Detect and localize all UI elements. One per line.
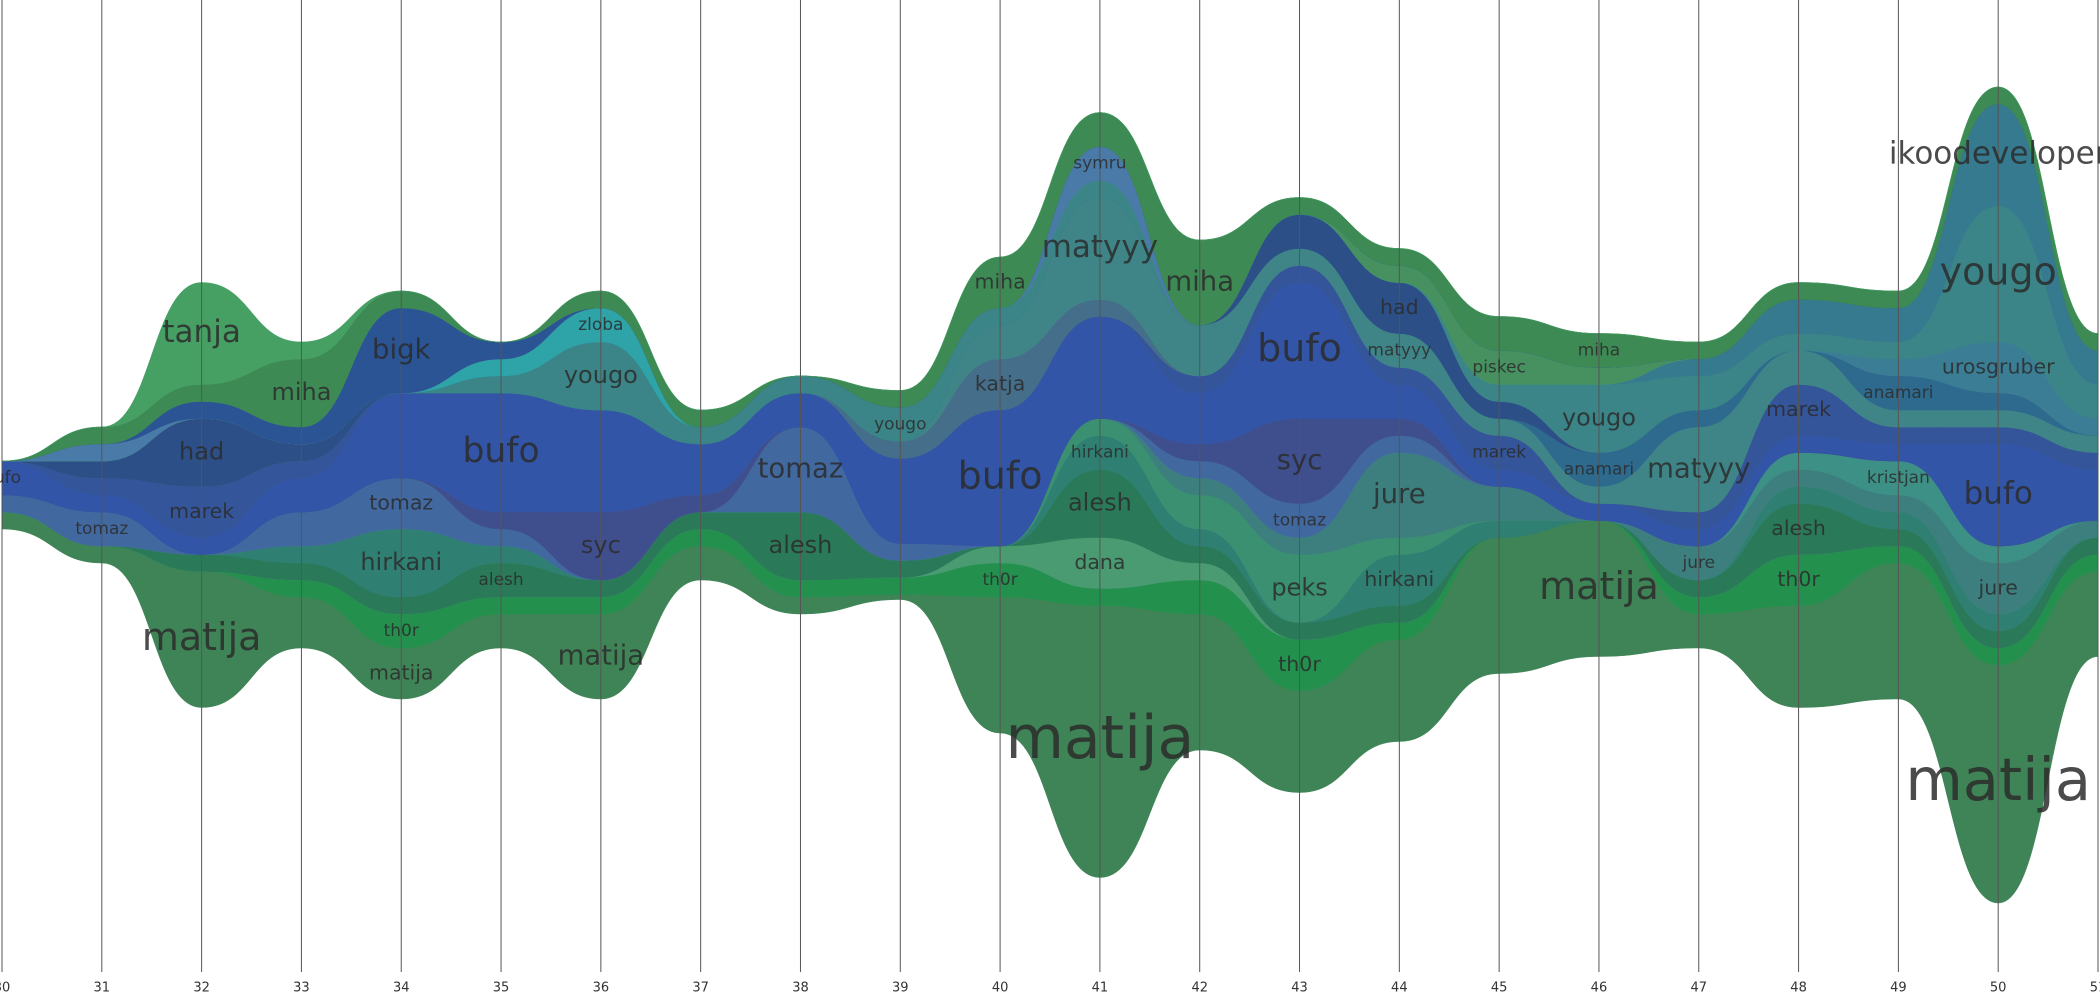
series-label: miha [271, 378, 331, 406]
series-label: syc [1277, 444, 1323, 476]
x-tick-label: 38 [792, 981, 809, 996]
series-label: th0r [384, 621, 419, 641]
series-label: matija [142, 615, 262, 659]
series-label: matyyy [1042, 229, 1158, 265]
series-label: yougo [1940, 250, 2057, 294]
x-tick-label: 42 [1191, 981, 1208, 996]
x-tick-label: 37 [692, 981, 709, 996]
series-label: bufo [1964, 476, 2033, 512]
series-label: tanja [162, 314, 240, 350]
x-tick-label: 35 [493, 981, 510, 996]
x-tick-label: 43 [1291, 981, 1308, 996]
x-tick-label: 34 [393, 981, 410, 996]
x-tick-label: 44 [1391, 981, 1408, 996]
x-tick-label: 39 [892, 981, 909, 996]
x-tick-label: 49 [1890, 981, 1907, 996]
series-label: bufo [958, 454, 1043, 498]
series-label: th0r [982, 570, 1017, 590]
series-label: peks [1271, 574, 1327, 602]
series-label: yougo [1562, 404, 1636, 432]
series-label: dana [1074, 550, 1125, 574]
series-label: matija [1539, 564, 1659, 608]
series-label: jure [1372, 478, 1426, 510]
series-label: zloba [578, 315, 623, 335]
areas [1, 86, 2099, 904]
series-label: kristjan [1867, 468, 1930, 488]
x-tick-label: 33 [293, 981, 310, 996]
series-label: matyyy [1647, 453, 1750, 485]
series-label: matija [369, 661, 434, 685]
series-label: hirkani [1364, 567, 1434, 591]
x-tick-label: 50 [1990, 981, 2007, 996]
series-label: bufo [1257, 326, 1342, 370]
series-label: had [1380, 295, 1419, 319]
series-label: syc [581, 531, 621, 559]
x-tick-label: 45 [1491, 981, 1508, 996]
series-label: matija [1905, 745, 2091, 814]
series-label: tomaz [758, 453, 844, 485]
series-label: miha [1578, 341, 1620, 361]
series-label: tomaz [1273, 511, 1326, 531]
x-tick-label: 31 [94, 981, 111, 996]
series-label: yougo [874, 414, 926, 434]
x-tick-label: 41 [1092, 981, 1109, 996]
series-label: alesh [478, 570, 523, 590]
series-label: matyyy [1367, 341, 1431, 361]
series-label: matija [1005, 703, 1194, 773]
series-label: jure [1681, 553, 1715, 573]
series-label: matija [558, 640, 645, 672]
x-tick-label: 47 [1690, 981, 1707, 996]
series-label: symru [1073, 154, 1126, 174]
x-tick-label: 46 [1591, 981, 1608, 996]
series-label: marek [169, 499, 234, 523]
series-label: th0r [1777, 567, 1820, 591]
x-tick-label: 32 [193, 981, 210, 996]
series-label: yougo [564, 361, 638, 389]
series-label: miha [974, 270, 1025, 294]
series-label: urosgruber [1942, 355, 2055, 379]
x-tick-label: 48 [1790, 981, 1807, 996]
series-label: th0r [1278, 652, 1321, 676]
x-tick-label: 40 [992, 981, 1009, 996]
series-label: bufo [463, 431, 540, 471]
series-label: anamari [1564, 460, 1634, 480]
x-tick-label: 51 [2090, 981, 2100, 996]
series-label: bigk [372, 334, 431, 366]
series-label: hirkani [1071, 443, 1129, 463]
series-label: had [179, 438, 224, 466]
series-label: katja [975, 372, 1025, 396]
series-label: alesh [769, 531, 833, 559]
labels: matija matija matija matija matija matija th0r… [0, 136, 2100, 815]
series-label: piskec [1472, 358, 1525, 378]
series-label: tomaz [75, 519, 128, 539]
series-label: marek [1766, 397, 1831, 421]
series-label: anamari [1863, 383, 1933, 403]
series-label: ikoodeveloper [1889, 136, 2100, 172]
series-label: marek [1472, 443, 1526, 463]
series-label: hirkani [360, 548, 442, 576]
series-label: jure [1978, 576, 2018, 600]
series-label: alesh [1771, 516, 1826, 540]
series-label: bufo [0, 468, 21, 488]
x-tick-label: 36 [593, 981, 610, 996]
x-tick-label: 30 [0, 981, 10, 996]
series-label: miha [1165, 266, 1234, 298]
series-label: tomaz [369, 491, 433, 515]
series-label: alesh [1068, 489, 1132, 517]
